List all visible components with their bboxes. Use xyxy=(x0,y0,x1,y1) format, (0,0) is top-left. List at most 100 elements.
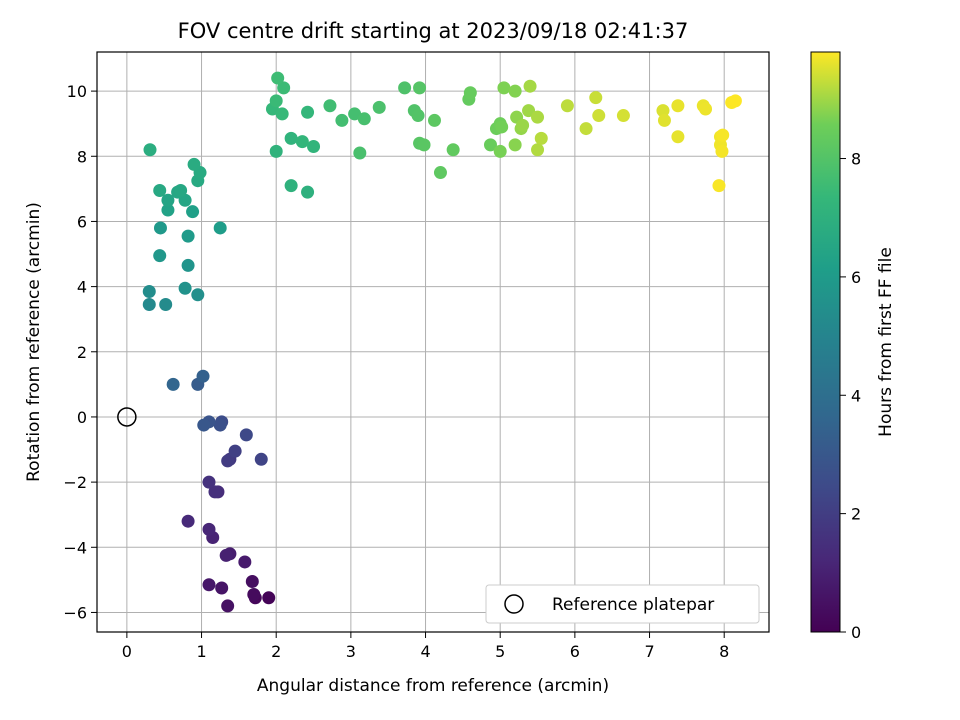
x-tick-label: 5 xyxy=(495,642,505,661)
data-point xyxy=(277,81,291,95)
data-point xyxy=(413,81,427,95)
data-point xyxy=(174,183,188,197)
data-point xyxy=(508,138,522,152)
data-point xyxy=(495,120,509,134)
data-point xyxy=(187,157,201,171)
data-point xyxy=(262,591,276,605)
data-point xyxy=(531,110,545,124)
data-point xyxy=(197,418,211,432)
data-point xyxy=(589,91,603,105)
data-point xyxy=(239,428,253,442)
plot-frame xyxy=(96,51,770,633)
x-tick-label: 8 xyxy=(719,642,729,661)
y-axis-ticks: −6 −4 −2 0 2 4 6 8 10 xyxy=(63,82,97,622)
y-axis-label: Rotation from reference (arcmin) xyxy=(24,202,44,482)
data-point xyxy=(208,485,222,499)
data-point xyxy=(483,138,497,152)
data-point xyxy=(508,84,522,98)
data-point xyxy=(269,144,283,158)
data-point xyxy=(161,193,175,207)
colorbar-ticks: 0 2 4 6 8 xyxy=(840,150,861,642)
colorbar-tick-label: 6 xyxy=(851,268,861,287)
data-point xyxy=(446,143,460,157)
data-point xyxy=(427,113,441,127)
data-point xyxy=(142,284,156,298)
data-point xyxy=(143,143,157,157)
y-tick-label: 10 xyxy=(67,82,87,101)
data-point xyxy=(221,599,235,613)
data-point xyxy=(181,229,195,243)
data-point xyxy=(213,418,227,432)
data-point xyxy=(398,81,412,95)
data-point xyxy=(657,113,671,127)
data-point xyxy=(728,94,742,108)
data-point xyxy=(153,249,167,263)
data-point xyxy=(238,555,252,569)
colorbar-label: Hours from first FF file xyxy=(876,247,896,437)
data-point xyxy=(353,146,367,160)
data-point xyxy=(433,166,447,180)
data-point xyxy=(348,107,362,121)
data-point xyxy=(463,86,477,100)
data-point xyxy=(497,81,511,95)
y-tick-label: 4 xyxy=(77,278,87,297)
data-point xyxy=(191,288,205,302)
data-point xyxy=(295,135,309,149)
x-tick-label: 0 xyxy=(122,642,132,661)
data-point xyxy=(275,107,289,121)
y-tick-label: −4 xyxy=(63,538,87,557)
data-point xyxy=(671,99,685,113)
data-point xyxy=(166,377,180,391)
y-tick-label: −6 xyxy=(63,603,87,622)
data-point xyxy=(715,144,729,158)
legend-marker xyxy=(504,594,524,614)
data-point xyxy=(269,94,283,108)
x-tick-label: 6 xyxy=(570,642,580,661)
data-point xyxy=(579,122,593,136)
x-axis-ticks: 0 1 2 3 4 5 6 7 8 xyxy=(122,632,729,661)
reference-point xyxy=(117,407,137,427)
data-point xyxy=(523,79,537,93)
data-point xyxy=(516,118,530,132)
data-point xyxy=(493,144,507,158)
data-point xyxy=(307,139,321,153)
x-tick-label: 2 xyxy=(271,642,281,661)
data-point xyxy=(181,258,195,272)
data-point xyxy=(531,143,545,157)
colorbar-tick-label: 4 xyxy=(851,386,861,405)
data-point xyxy=(153,183,167,197)
data-point xyxy=(202,475,216,489)
data-point xyxy=(335,113,349,127)
data-point xyxy=(417,138,431,152)
data-point xyxy=(228,444,242,458)
data-point xyxy=(202,522,216,536)
data-point xyxy=(357,112,371,126)
data-point xyxy=(247,588,261,602)
data-point xyxy=(712,179,726,193)
data-point xyxy=(186,205,200,219)
data-point xyxy=(153,221,167,235)
data-point xyxy=(178,281,192,295)
data-point xyxy=(161,203,175,217)
data-point xyxy=(215,581,229,595)
data-point xyxy=(656,104,670,118)
legend: Reference platepar xyxy=(485,584,760,624)
data-point xyxy=(221,454,235,468)
data-point xyxy=(534,131,548,145)
data-point xyxy=(716,128,730,142)
legend-label: Reference platepar xyxy=(552,595,714,615)
data-point xyxy=(671,130,685,144)
data-point xyxy=(560,99,574,113)
x-axis-label: Angular distance from reference (arcmin) xyxy=(257,676,609,696)
data-points xyxy=(142,71,742,613)
y-tick-label: −2 xyxy=(63,473,87,492)
y-tick-label: 0 xyxy=(77,408,87,427)
colorbar-tick-label: 0 xyxy=(851,623,861,642)
x-tick-label: 4 xyxy=(420,642,430,661)
data-point xyxy=(522,104,536,118)
x-tick-label: 3 xyxy=(346,642,356,661)
data-point xyxy=(271,71,285,85)
chart-title: FOV centre drift starting at 2023/09/18 … xyxy=(178,19,689,43)
data-point xyxy=(202,578,216,592)
